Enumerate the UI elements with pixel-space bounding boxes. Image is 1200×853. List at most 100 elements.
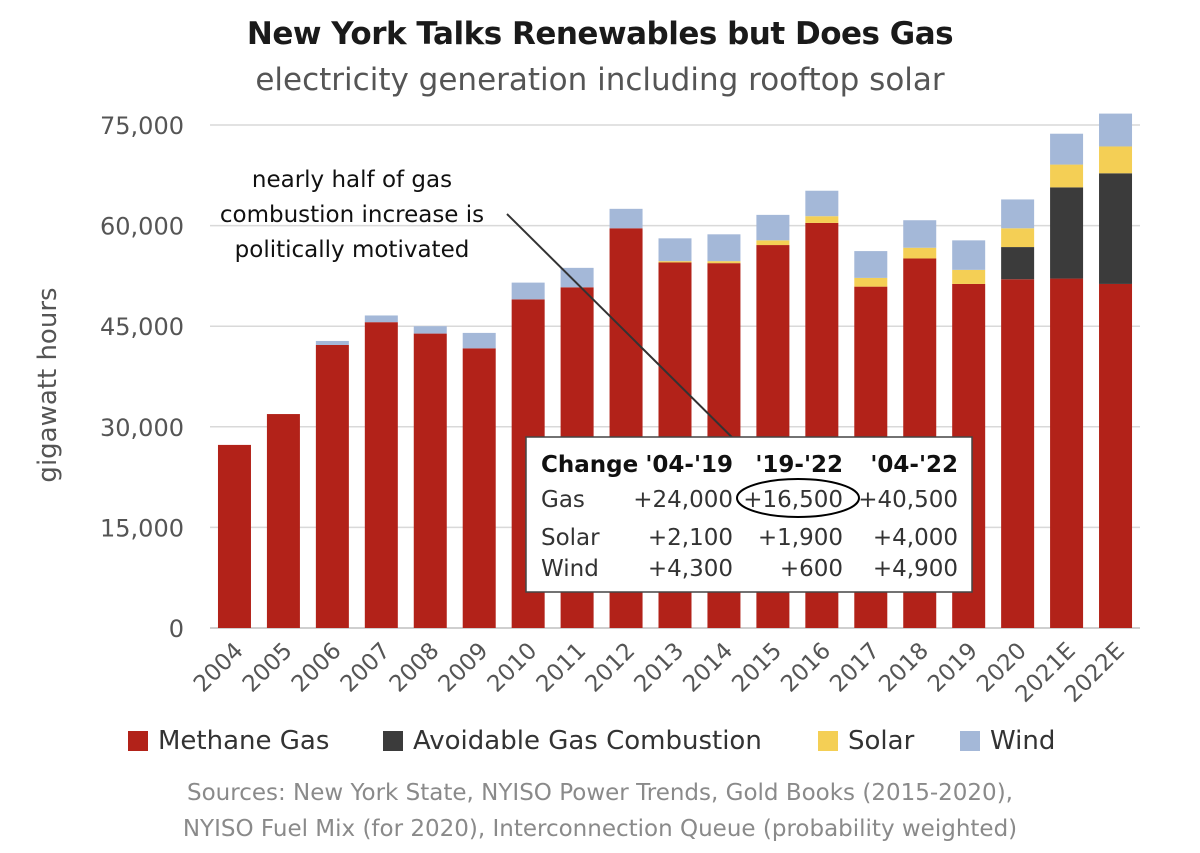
bar-methane-2006 (315, 344, 349, 628)
bar-methane-2005 (266, 414, 300, 628)
bar-solar-2014 (707, 261, 741, 264)
bar-methane-2022E (1099, 283, 1133, 628)
table-cell: +24,000 (633, 487, 733, 513)
x-tick-label: 2011 (532, 638, 592, 698)
y-tick-label: 75,000 (100, 112, 184, 140)
table-cell: Solar (541, 525, 600, 551)
bar-wind-2021E (1050, 133, 1084, 165)
table-cell: +4,300 (648, 556, 733, 582)
bar-wind-2009 (462, 332, 496, 349)
legend-item-methane: Methane Gas (128, 726, 329, 756)
chart-subtitle: electricity generation including rooftop… (255, 62, 945, 98)
annotation-text-line: politically motivated (235, 237, 470, 263)
table-cell: +2,100 (648, 525, 733, 551)
x-tick-label: 2006 (287, 638, 347, 698)
table-cell: +16,500 (743, 487, 843, 513)
bar-wind-2019 (952, 240, 986, 270)
bar-solar-2021E (1050, 164, 1084, 188)
table-header: '19-'22 (755, 452, 843, 478)
x-tick-label: 2009 (434, 638, 494, 698)
legend-label: Solar (848, 726, 915, 756)
source-line-1: Sources: New York State, NYISO Power Tre… (187, 780, 1013, 806)
x-tick-label: 2005 (238, 638, 298, 698)
x-tick-label: 2012 (581, 638, 641, 698)
table-cell: +40,500 (858, 487, 958, 513)
legend-label: Methane Gas (158, 726, 330, 756)
table-cell: Gas (541, 487, 585, 513)
y-tick-label: 0 (169, 615, 184, 643)
x-tick-label: 2015 (727, 638, 787, 698)
y-tick-label: 45,000 (100, 313, 184, 341)
bar-solar-2017 (854, 277, 888, 287)
x-tick-label: 2007 (336, 638, 396, 698)
table-cell: +4,000 (873, 525, 958, 551)
bar-methane-2007 (364, 322, 398, 628)
bar-avoidable-2021E (1050, 187, 1084, 279)
annotation-text-line: combustion increase is (220, 202, 484, 228)
bar-avoidable-2022E (1099, 173, 1133, 284)
legend-swatch (818, 731, 838, 751)
y-tick-labels: 0 15,000 30,000 45,000 60,000 75,000 (100, 112, 184, 643)
bar-wind-2020 (1001, 199, 1035, 229)
x-tick-label: 2016 (776, 638, 836, 698)
bar-methane-2004 (217, 444, 251, 628)
bar-wind-2011 (560, 267, 594, 288)
table-cell: +4,900 (873, 556, 958, 582)
bar-solar-2015 (756, 240, 790, 246)
legend-item-avoidable: Avoidable Gas Combustion (383, 726, 762, 756)
bar-wind-2007 (364, 315, 398, 323)
x-tick-label: 2008 (385, 638, 445, 698)
table-cell: +600 (780, 556, 843, 582)
source-line-2: NYISO Fuel Mix (for 2020), Interconnecti… (182, 816, 1018, 842)
bar-wind-2012 (609, 208, 643, 229)
bar-solar-2020 (1001, 228, 1035, 248)
bar-wind-2016 (805, 190, 839, 217)
change-table: Change '04-'19 '19-'22 '04-'22 Gas +24,000 +16… (525, 436, 973, 593)
highlight-ellipse (736, 478, 860, 518)
legend-item-wind: Wind (960, 726, 1055, 756)
bar-methane-2021E (1050, 278, 1084, 628)
table-cell: Wind (541, 556, 599, 582)
x-tick-label: 2019 (923, 638, 983, 698)
bar-avoidable-2020 (1001, 247, 1035, 280)
bar-wind-2022E (1099, 113, 1133, 147)
bar-solar-2022E (1099, 146, 1133, 174)
table-header: '04-'19 (645, 452, 733, 478)
bar-solar-2019 (952, 269, 986, 284)
annotation-arrow (506, 213, 775, 480)
chart-title: New York Talks Renewables but Does Gas (246, 16, 954, 52)
bar-solar-2016 (805, 216, 839, 223)
x-tick-label: 2017 (825, 638, 885, 698)
bar-wind-2010 (511, 282, 545, 300)
bar-wind-2008 (413, 326, 447, 334)
bar-methane-2009 (462, 348, 496, 628)
x-tick-label: 2013 (629, 638, 689, 698)
annotation: nearly half of gas combustion increase is… (220, 167, 775, 480)
legend-item-solar: Solar (818, 726, 914, 756)
x-tick-labels: 2004200520062007200820092010201120122013… (189, 638, 1130, 708)
x-tick-label: 2010 (483, 638, 543, 698)
bar-methane-2008 (413, 333, 447, 628)
x-tick-label: 2004 (189, 638, 249, 698)
table-box (525, 436, 973, 593)
legend-label: Avoidable Gas Combustion (413, 726, 762, 756)
bar-wind-2014 (707, 234, 741, 262)
bar-wind-2017 (854, 251, 888, 278)
bar-solar-2018 (903, 247, 937, 259)
table-cell: +1,900 (758, 525, 843, 551)
legend-swatch (960, 731, 980, 751)
x-tick-label: 2018 (874, 638, 934, 698)
bar-solar-2013 (658, 261, 692, 263)
table-header: Change (541, 452, 638, 478)
bar-wind-2015 (756, 214, 790, 241)
annotation-text-line: nearly half of gas (252, 167, 452, 193)
legend-label: Wind (990, 726, 1056, 756)
bar-wind-2006 (315, 340, 349, 345)
legend-swatch (128, 731, 148, 751)
bar-wind-2013 (658, 238, 692, 262)
y-tick-label: 15,000 (100, 514, 184, 542)
legend: Methane Gas Avoidable Gas Combustion Solar… (0, 726, 1200, 762)
y-tick-label: 30,000 (100, 414, 184, 442)
legend-swatch (383, 731, 403, 751)
bar-methane-2020 (1001, 279, 1035, 628)
